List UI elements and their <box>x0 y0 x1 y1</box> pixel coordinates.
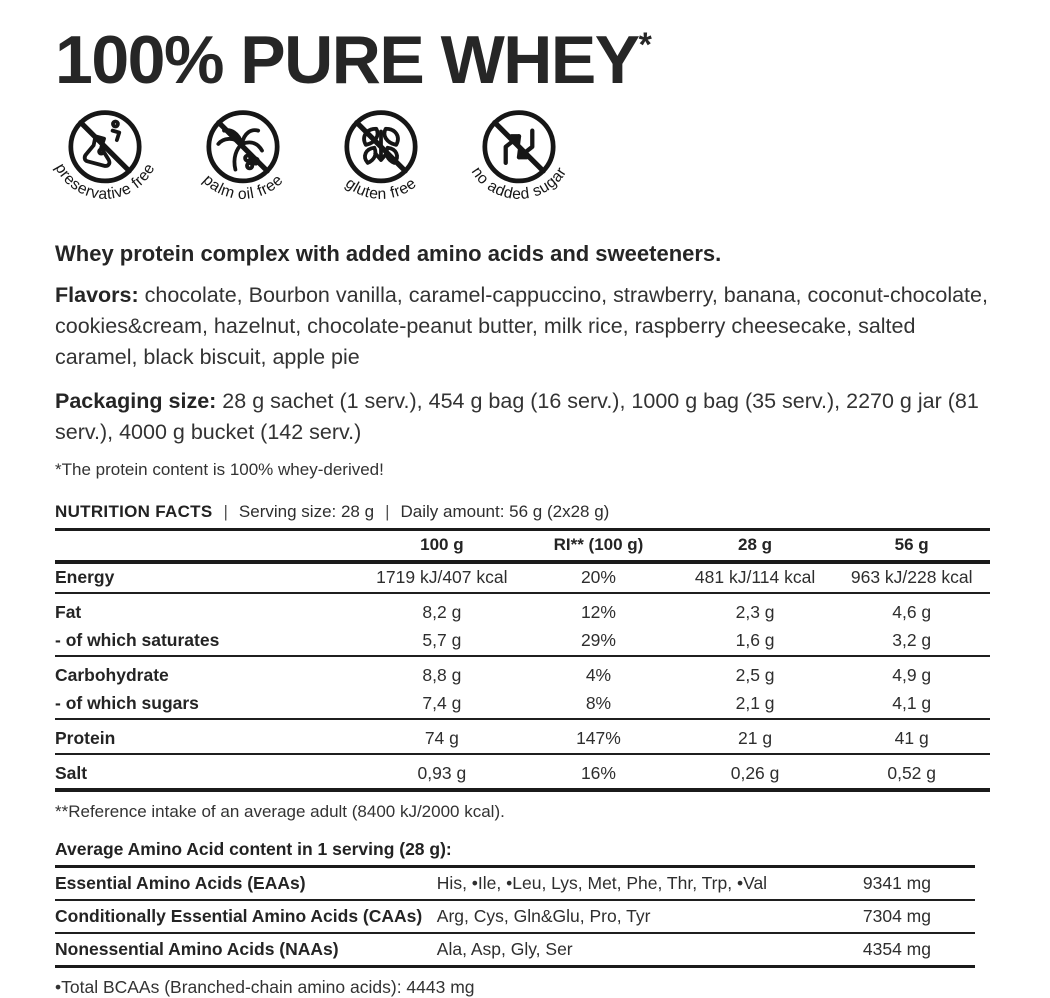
empty-header-cell <box>55 529 364 565</box>
amino-amt: 4354 mg <box>823 933 975 969</box>
nutrition-header-row: 100 g RI** (100 g) 28 g 56 g <box>55 529 990 565</box>
nutrient-value: 0,26 g <box>676 754 834 793</box>
packaging-label: Packaging size: <box>55 389 217 414</box>
amino-row: Conditionally Essential Amino Acids (CAA… <box>55 900 975 935</box>
nutrition-row: Protein 74 g 147% 21 g 41 g <box>55 719 990 756</box>
nutrition-row: - of which sugars 7,4 g 8% 2,1 g 4,1 g <box>55 690 990 721</box>
col-header-56g: 56 g <box>833 529 990 565</box>
flavors-list: chocolate, Bourbon vanilla, caramel-capp… <box>55 283 988 370</box>
nutrient-value: 4,9 g <box>892 665 932 686</box>
nutrient-label: - of which sugars <box>55 690 364 721</box>
amino-amt: 7304 mg <box>823 900 975 935</box>
divider: | <box>385 502 390 522</box>
amino-row: Essential Amino Acids (EAAs) His, •Ile, •… <box>55 866 975 902</box>
nutrient-label: Carbohydrate <box>55 665 169 686</box>
packaging-paragraph: Packaging size: 28 g sachet (1 serv.), 4… <box>55 386 1000 448</box>
flavors-label: Flavors: <box>55 283 139 308</box>
amino-acid-heading: Average Amino Acid content in 1 serving … <box>55 839 452 860</box>
amino-table-body: Essential Amino Acids (EAAs) His, •Ile, •… <box>55 866 975 969</box>
nutrient-value: 8,8 g <box>422 665 462 686</box>
nutrient-value: 20% <box>520 562 677 595</box>
col-header-28g: 28 g <box>676 529 834 565</box>
nutrient-value: 4,6 g <box>892 602 932 623</box>
svg-text:palm oil free: palm oil free <box>199 172 286 203</box>
badge-palm-oil-free: palm oil free <box>167 105 319 217</box>
badge-gluten-free: gluten free <box>305 105 457 217</box>
amino-amt: 9341 mg <box>823 866 975 902</box>
amino-list: Arg, Cys, Gln&Glu, Pro, Tyr <box>436 900 824 935</box>
nutrient-value: 0,93 g <box>363 754 521 793</box>
no-added-sugar-icon <box>482 110 556 184</box>
nutrient-value: 16% <box>520 754 677 793</box>
amino-name: Essential Amino Acids (EAAs) <box>55 866 437 902</box>
page-title-text: 100% PURE WHEY <box>55 22 640 98</box>
serving-size: Serving size: 28 g <box>238 502 375 522</box>
preservative-free-icon <box>68 110 142 184</box>
nutrient-value: 41 g <box>833 719 990 756</box>
nutrient-value: 29% <box>520 627 677 658</box>
nutrient-value: 4,1 g <box>833 690 990 721</box>
total-bcaa-note: •Total BCAAs (Branched-chain amino acids… <box>55 977 475 998</box>
amino-name: Conditionally Essential Amino Acids (CAA… <box>55 900 437 935</box>
nutrient-label: Salt <box>55 754 364 793</box>
nutrition-table: 100 g RI** (100 g) 28 g 56 g Energy 1719 … <box>55 528 990 793</box>
nutrient-value: 4% <box>585 665 612 686</box>
nutrient-value: 147% <box>520 719 677 756</box>
nutrient-value: 7,4 g <box>363 690 521 721</box>
nutrition-facts-header: NUTRITION FACTS | Serving size: 28 g | D… <box>55 502 990 522</box>
nutrient-value: 2,3 g <box>735 602 775 623</box>
nutrition-row: Fat 8,2 g 12% 2,3 g 4,6 g <box>55 593 990 627</box>
page-title: 100% PURE WHEY* <box>55 25 992 95</box>
title-asterisk: * <box>638 26 652 64</box>
palm-oil-free-icon <box>206 110 280 184</box>
nutrition-row: - of which saturates 5,7 g 29% 1,6 g 3,2 g <box>55 627 990 658</box>
badge-preservative-free: preservative free <box>29 105 181 217</box>
badge-label: no added sugar <box>468 164 570 203</box>
product-description: Whey protein complex with added amino ac… <box>55 241 722 267</box>
nutrition-facts-title: NUTRITION FACTS <box>55 502 213 522</box>
nutrient-value: 3,2 g <box>833 627 990 658</box>
nutrient-value: 1,6 g <box>676 627 834 658</box>
nutrient-value: 21 g <box>676 719 834 756</box>
nutrition-row: Carbohydrate 8,8 g 4% 2,5 g 4,9 g <box>55 656 990 690</box>
amino-acid-table: Essential Amino Acids (EAAs) His, •Ile, •… <box>55 865 975 969</box>
daily-amount: Daily amount: 56 g (2x28 g) <box>400 502 610 522</box>
amino-list: His, •Ile, •Leu, Lys, Met, Phe, Thr, Trp… <box>436 866 824 902</box>
nutrition-row: Energy 1719 kJ/407 kcal 20% 481 kJ/114 kcal… <box>55 562 990 595</box>
reference-intake-note: **Reference intake of an average adult (… <box>55 802 505 822</box>
col-header-100g: 100 g <box>363 529 521 565</box>
nutrient-value: 74 g <box>363 719 521 756</box>
nutrient-value: 481 kJ/114 kcal <box>676 562 834 595</box>
svg-text:no added sugar: no added sugar <box>468 164 570 203</box>
nutrient-value: 2,1 g <box>676 690 834 721</box>
nutrient-value: 5,7 g <box>363 627 521 658</box>
amino-name: Nonessential Amino Acids (NAAs) <box>55 933 437 969</box>
nutrient-value: 8% <box>520 690 677 721</box>
badge-label: palm oil free <box>199 172 286 203</box>
packaging-list: 28 g sachet (1 serv.), 454 g bag (16 ser… <box>55 389 979 445</box>
flavors-paragraph: Flavors: chocolate, Bourbon vanilla, car… <box>55 280 1000 373</box>
nutrient-label: Energy <box>55 562 364 595</box>
gluten-free-icon <box>344 110 418 184</box>
nutrient-label: - of which saturates <box>55 627 364 658</box>
nutrition-row: Salt 0,93 g 16% 0,26 g 0,52 g <box>55 754 990 793</box>
nutrition-table-body: Energy 1719 kJ/407 kcal 20% 481 kJ/114 kcal… <box>55 562 990 793</box>
nutrient-label: Fat <box>55 602 82 623</box>
nutrient-value: 12% <box>580 602 616 623</box>
amino-row: Nonessential Amino Acids (NAAs) Ala, Asp,… <box>55 933 975 969</box>
nutrient-value: 2,5 g <box>735 665 775 686</box>
claim-badges: preservative free <box>29 105 992 217</box>
nutrient-value: 963 kJ/228 kcal <box>833 562 990 595</box>
protein-content-note: *The protein content is 100% whey-derive… <box>55 460 384 480</box>
nutrient-label: Protein <box>55 719 364 756</box>
nutrient-value: 0,52 g <box>833 754 990 793</box>
badge-no-added-sugar: no added sugar <box>443 105 595 217</box>
nutrient-value: 8,2 g <box>422 602 462 623</box>
amino-list: Ala, Asp, Gly, Ser <box>436 933 824 969</box>
col-header-ri: RI** (100 g) <box>520 529 677 565</box>
divider: | <box>223 502 228 522</box>
nutrient-value: 1719 kJ/407 kcal <box>363 562 521 595</box>
